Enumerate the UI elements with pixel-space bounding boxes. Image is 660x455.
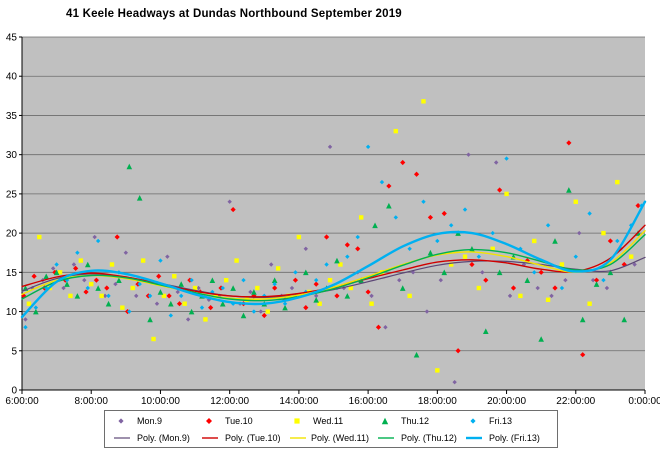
y-tick-label: 20 <box>6 229 18 240</box>
legend-item-mon-9: Mon.9 <box>105 416 193 426</box>
legend-item-poly-fri-13-: Poly. (Fri.13) <box>457 433 545 443</box>
legend-item-wed-11: Wed.11 <box>281 416 369 426</box>
legend-marker-icon <box>118 417 124 424</box>
legend-marker-icon <box>378 436 394 439</box>
y-tick-label: 10 <box>6 307 18 318</box>
x-tick-label: 10:00:00 <box>141 396 180 407</box>
x-tick-label: 16:00:00 <box>349 396 388 407</box>
scatter-series-tue-10 <box>21 140 641 358</box>
legend-item-tue-10: Tue.10 <box>193 416 281 426</box>
x-tick-label: 18:00:00 <box>418 396 457 407</box>
legend-label: Wed.11 <box>313 415 344 426</box>
gridlines <box>19 36 645 391</box>
x-tick-label: 12:00:00 <box>210 396 249 407</box>
legend-marker-icon <box>466 436 482 439</box>
plot-background <box>22 37 645 390</box>
y-tick-label: 0 <box>11 386 17 397</box>
legend-marker-icon <box>114 436 130 439</box>
y-tick-label: 15 <box>6 268 18 279</box>
x-tick-label: 8:00:00 <box>75 396 109 407</box>
legend-label: Poly. (Wed.11) <box>310 432 369 443</box>
y-tick-label: 30 <box>6 150 18 161</box>
y-tick-label: 45 <box>6 33 18 44</box>
legend-row-markers: Mon.9 Tue.10 Wed.11 Thu.12 Fri.13 <box>105 412 557 429</box>
legend-label: Fri.13 <box>489 415 513 426</box>
legend-marker-icon <box>470 417 476 424</box>
y-tick-label: 35 <box>6 111 18 122</box>
legend-item-poly-mon-9-: Poly. (Mon.9) <box>105 433 193 443</box>
legend-row-poly: Poly. (Mon.9) Poly. (Tue.10) Poly. (Wed.11… <box>105 429 557 446</box>
x-tick-label: 6:00:00 <box>5 396 39 407</box>
legend-marker-icon <box>381 417 389 424</box>
legend-item-thu-12: Thu.12 <box>369 416 457 426</box>
x-tick-label: 20:00:00 <box>487 396 526 407</box>
scatter-series-wed-11 <box>26 99 634 373</box>
legend-label: Tue.10 <box>225 415 253 426</box>
x-tick-label: 14:00:00 <box>279 396 318 407</box>
y-tick-label: 5 <box>11 346 17 357</box>
x-tick-label: 22:00:00 <box>556 396 595 407</box>
legend-item-poly-tue-10-: Poly. (Tue.10) <box>193 433 281 443</box>
legend-item-fri-13: Fri.13 <box>457 416 545 426</box>
legend-label: Poly. (Tue.10) <box>225 432 281 443</box>
poly-line-poly-thu-12- <box>21 234 646 302</box>
legend-label: Mon.9 <box>137 415 163 426</box>
chart-legend: Mon.9 Tue.10 Wed.11 Thu.12 Fri.13 Poly. (Mon… <box>104 410 558 448</box>
x-tick-label: 0:00:00 <box>628 396 660 407</box>
legend-item-poly-thu-12-: Poly. (Thu.12) <box>369 433 457 443</box>
legend-marker-icon <box>294 417 300 424</box>
legend-marker-icon <box>206 417 212 424</box>
legend-label: Poly. (Thu.12) <box>401 432 457 443</box>
legend-marker-icon <box>202 436 218 439</box>
legend-label: Poly. (Mon.9) <box>137 432 190 443</box>
legend-label: Thu.12 <box>401 415 430 426</box>
legend-item-poly-wed-11-: Poly. (Wed.11) <box>281 433 369 443</box>
legend-marker-icon <box>290 436 306 439</box>
poly-line-poly-wed-11- <box>21 230 646 300</box>
legend-label: Poly. (Fri.13) <box>489 432 540 443</box>
chart-title: 41 Keele Headways at Dundas Northbound S… <box>66 8 402 20</box>
poly-line-poly-fri-13- <box>20 200 647 319</box>
y-tick-label: 25 <box>6 189 18 200</box>
y-tick-label: 40 <box>6 72 18 83</box>
